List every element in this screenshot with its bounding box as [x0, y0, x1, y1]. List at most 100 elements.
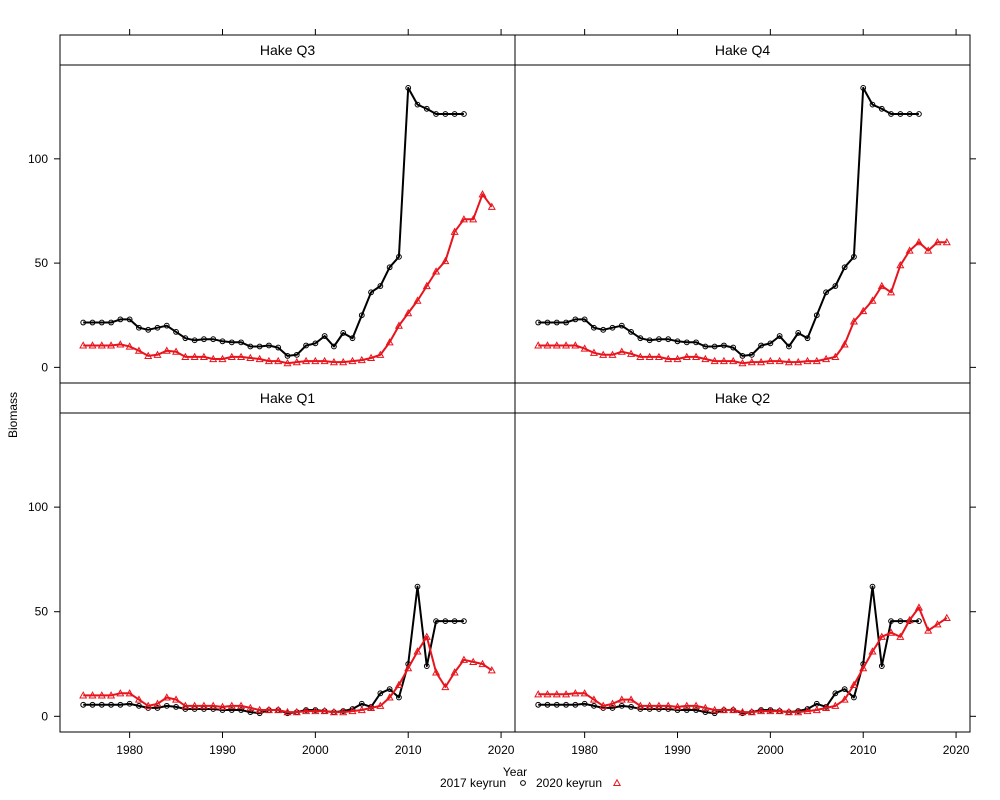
data-point	[636, 352, 645, 360]
data-point	[683, 339, 690, 346]
data-point	[275, 344, 282, 351]
data-point	[266, 342, 272, 349]
data-point	[108, 701, 114, 708]
data-point	[404, 308, 413, 317]
data-point	[80, 319, 87, 326]
data-point	[599, 350, 608, 358]
data-point	[878, 105, 885, 112]
data-point	[190, 352, 199, 360]
data-point	[654, 352, 663, 360]
data-point	[563, 319, 569, 326]
data-point	[851, 253, 857, 260]
data-point	[609, 324, 616, 331]
data-point	[190, 701, 199, 709]
data-point	[693, 339, 699, 346]
data-point	[329, 707, 338, 716]
data-point	[748, 351, 755, 358]
x-tick-label: 2000	[757, 743, 784, 757]
data-point	[153, 350, 162, 358]
data-point	[868, 296, 877, 304]
data-point	[812, 705, 821, 714]
data-point	[331, 343, 337, 350]
data-point	[702, 709, 709, 716]
data-point	[553, 701, 560, 708]
data-point	[191, 337, 198, 344]
data-point	[693, 707, 699, 713]
data-point	[618, 322, 625, 329]
y-tick-label: 0	[41, 709, 48, 723]
data-point	[813, 312, 820, 319]
data-point	[887, 628, 896, 636]
data-point	[357, 705, 366, 714]
data-point	[645, 352, 654, 360]
data-point	[154, 324, 161, 331]
data-point	[461, 618, 467, 625]
x-tick-label: 1980	[571, 743, 598, 757]
data-point	[311, 706, 320, 715]
data-point	[544, 319, 551, 326]
data-point	[405, 85, 412, 91]
data-point	[145, 326, 152, 333]
data-point	[478, 190, 487, 198]
data-point	[933, 620, 942, 628]
data-point	[478, 659, 487, 668]
x-tick-label: 2010	[850, 743, 877, 757]
data-point	[320, 706, 329, 715]
data-point	[702, 343, 709, 350]
data-point	[134, 695, 143, 703]
data-point	[303, 342, 309, 349]
data-point	[116, 689, 125, 697]
data-point	[591, 702, 597, 709]
data-point	[153, 699, 162, 707]
data-point	[422, 632, 431, 640]
data-point	[283, 707, 292, 716]
data-point	[572, 316, 579, 323]
data-point	[822, 354, 831, 363]
data-point	[396, 253, 402, 260]
data-point	[710, 705, 719, 714]
data-point	[869, 583, 876, 590]
series-2017-keyrun	[80, 85, 467, 359]
data-point	[812, 356, 821, 365]
data-point	[432, 668, 441, 676]
data-point	[173, 703, 179, 710]
data-point	[126, 700, 133, 707]
data-point	[747, 357, 756, 366]
data-point	[228, 339, 235, 346]
data-point	[729, 705, 738, 714]
data-point	[775, 706, 784, 715]
data-point	[329, 357, 338, 366]
panel-strip	[59, 34, 516, 66]
data-point	[413, 647, 422, 655]
data-point	[841, 686, 848, 693]
data-point	[292, 357, 301, 366]
data-point	[627, 349, 636, 357]
data-point	[126, 316, 133, 323]
data-point	[144, 351, 153, 359]
data-point	[580, 689, 589, 697]
data-point	[79, 691, 88, 699]
data-point	[682, 352, 691, 360]
data-point	[459, 215, 468, 223]
data-point	[608, 699, 617, 707]
data-point	[849, 680, 858, 688]
data-point	[888, 618, 894, 625]
data-point	[683, 707, 690, 713]
data-point	[589, 348, 598, 356]
data-point	[869, 101, 876, 108]
data-point	[274, 705, 283, 714]
data-point	[738, 358, 747, 367]
data-point	[264, 705, 273, 714]
y-axis-title: Biomass	[6, 392, 20, 438]
data-point	[228, 707, 235, 713]
data-point	[284, 352, 291, 359]
data-point	[775, 356, 784, 365]
data-point	[794, 357, 803, 366]
data-point	[441, 256, 450, 265]
data-point	[878, 663, 885, 670]
data-point	[89, 701, 96, 708]
data-point	[181, 701, 190, 709]
data-point	[840, 695, 849, 703]
data-point	[581, 316, 588, 323]
x-tick-label: 1980	[116, 743, 143, 757]
